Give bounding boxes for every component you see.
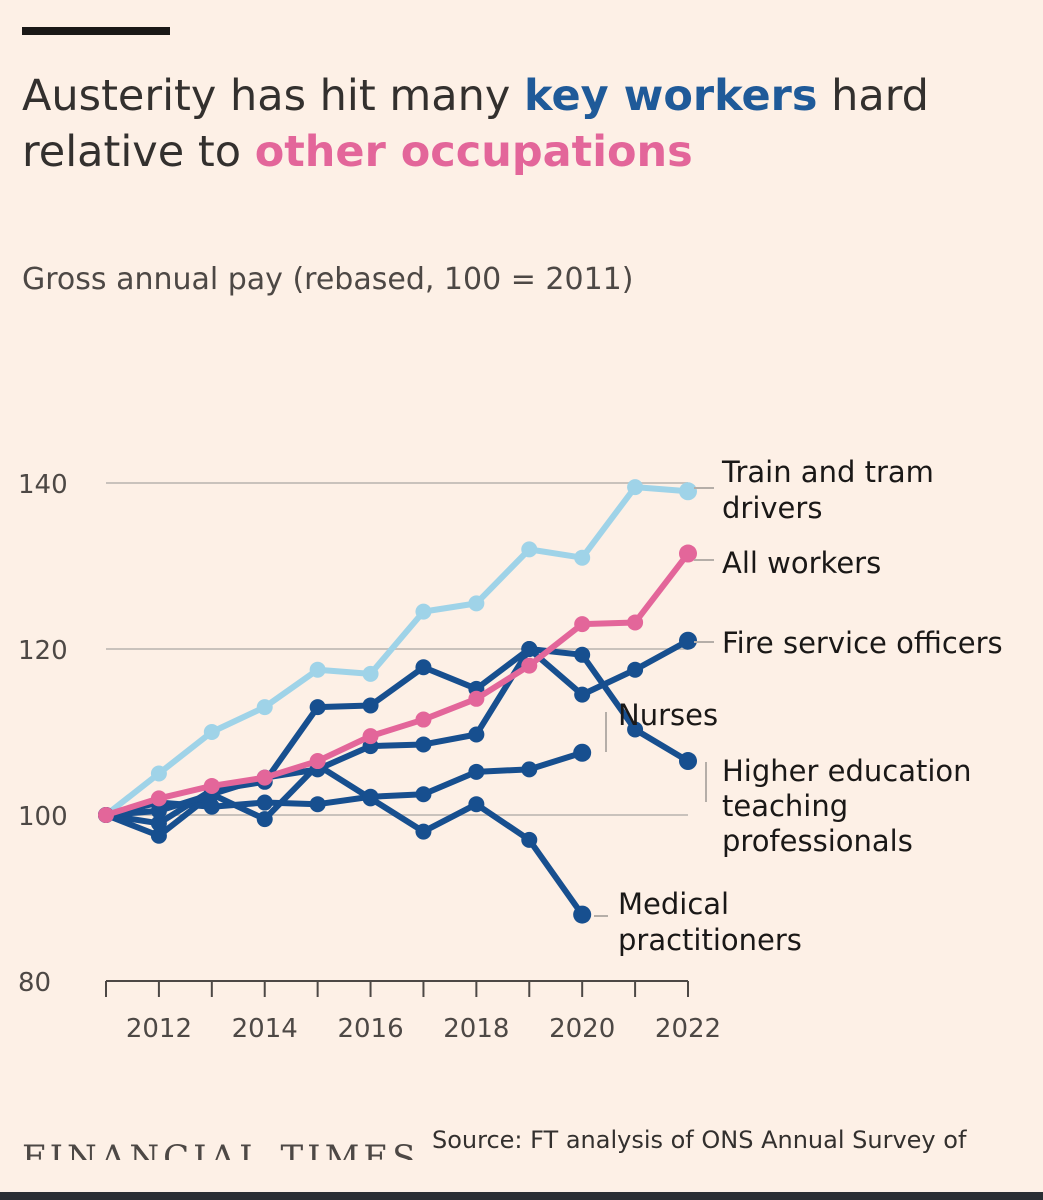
series-line-all-workers [103,550,691,818]
data-point-all-workers-2011 [98,807,114,823]
data-point-train-and-tram-drivers-2019 [521,541,538,558]
data-point-train-and-tram-drivers-2017 [415,603,432,620]
x-tick-label-2022: 2022 [655,1014,721,1044]
series-label-train-and-tram-drivers: Train and tram drivers [721,455,934,525]
data-point-medical-practitioners-2014 [256,811,273,828]
ft-logo: FINANCIAL TIMES [22,1138,420,1160]
data-point-all-workers-2022 [679,544,697,563]
series-line-medical-practitioners [103,762,586,918]
bottom-strip [0,1192,1043,1200]
data-point-higher-education-teaching-professionals-2020 [574,646,591,663]
data-point-higher-education-teaching-professionals-2015 [309,699,326,716]
series-line-train-and-tram-drivers [103,484,691,818]
data-point-higher-education-teaching-professionals-2012 [150,815,167,832]
data-point-train-and-tram-drivers-2018 [468,595,485,612]
data-point-nurses-2015 [309,796,326,813]
series-label-line: Higher education [722,754,972,788]
data-point-all-workers-2021 [627,614,644,631]
data-point-all-workers-2018 [468,690,485,707]
y-tick-label-80: 80 [18,968,51,998]
title-key-workers: key workers [524,71,818,121]
data-point-train-and-tram-drivers-2016 [362,665,379,682]
data-point-fire-service-officers-2020 [574,686,591,703]
line-chart: 80 100 120 140 2012 2014 2016 2018 2020 2022 Train… [18,455,1003,1044]
data-point-fire-service-officers-2012 [150,802,167,819]
data-point-all-workers-2012 [150,790,167,807]
data-point-higher-education-teaching-professionals-2022 [679,752,697,771]
x-tick-label-2012: 2012 [126,1014,192,1044]
data-point-higher-education-teaching-professionals-2016 [362,697,379,714]
data-point-nurses-2013 [203,798,220,815]
series-label-line: practitioners [618,923,802,957]
data-point-medical-practitioners-2019 [521,831,538,848]
data-point-nurses-2014 [256,794,273,811]
data-point-medical-practitioners-2017 [415,823,432,840]
data-point-all-workers-2020 [574,616,591,633]
series-label-line: Train and tram [721,455,934,489]
data-point-fire-service-officers-2018 [468,726,485,743]
data-point-fire-service-officers-2019 [521,641,538,657]
data-point-medical-practitioners-2012 [150,827,167,844]
data-point-medical-practitioners-2020 [573,905,592,924]
series-label-medical-practitioners: Medical practitioners [618,887,802,957]
data-point-train-and-tram-drivers-2014 [256,699,273,716]
data-point-train-and-tram-drivers-2015 [309,661,326,678]
chart-title: Austerity has hit many key workers hard … [22,68,1022,180]
data-point-higher-education-teaching-professionals-2017 [415,659,432,676]
title-text-1: Austerity has hit many [22,71,524,121]
y-tick-label-140: 140 [18,470,68,500]
data-point-nurses-2017 [415,786,432,803]
data-point-higher-education-teaching-professionals-2021 [627,721,644,738]
x-tick-label-2018: 2018 [443,1014,509,1044]
y-tick-label-120: 120 [18,636,68,666]
series-label-line: teaching [722,789,848,823]
x-tick-label-2020: 2020 [549,1014,615,1044]
title-other-occupations: other occupations [254,127,693,177]
x-tick-label-2014: 2014 [232,1014,298,1044]
series-label-nurses: Nurses [618,698,718,732]
data-point-fire-service-officers-2021 [627,661,644,678]
data-point-all-workers-2015 [309,753,326,770]
ft-top-rule [22,27,170,35]
data-point-nurses-2018 [468,763,485,780]
data-point-fire-service-officers-2022 [679,631,697,650]
data-point-all-workers-2013 [203,777,220,794]
data-point-nurses-2016 [362,788,379,805]
series-label-line: professionals [722,824,913,858]
series-label-line: All workers [722,546,881,580]
series-label-fire-service-officers: Fire service officers [722,626,1003,660]
data-point-train-and-tram-drivers-2012 [150,765,167,782]
data-point-nurses-2019 [521,761,538,778]
series-label-higher-education-teaching-professionals: Higher education teaching professionals [722,754,972,858]
series-label-line: Fire service officers [722,626,1003,660]
data-point-fire-service-officers-2017 [415,736,432,753]
series-label-line: Medical [618,887,729,921]
data-point-train-and-tram-drivers-2022 [679,482,697,501]
data-point-all-workers-2016 [362,728,379,745]
series-label-line: drivers [722,491,822,525]
chart-subtitle: Gross annual pay (rebased, 100 = 2011) [22,262,634,297]
data-point-train-and-tram-drivers-2013 [203,724,220,740]
data-point-medical-practitioners-2018 [468,796,485,813]
data-point-nurses-2020 [573,743,592,762]
title-text-2: hard relative to [22,71,929,177]
x-tick-label-2016: 2016 [337,1014,403,1044]
data-point-train-and-tram-drivers-2020 [574,549,591,566]
data-point-all-workers-2019 [521,657,538,674]
y-tick-label-100: 100 [18,802,68,832]
data-point-all-workers-2017 [415,711,432,728]
data-point-all-workers-2014 [256,769,273,786]
series-label-line: Nurses [618,698,718,732]
series-line-fire-service-officers [103,637,691,818]
series-label-all-workers: All workers [722,546,881,580]
source-note: Source: FT analysis of ONS Annual Survey… [432,1126,967,1154]
data-point-train-and-tram-drivers-2021 [627,479,644,496]
